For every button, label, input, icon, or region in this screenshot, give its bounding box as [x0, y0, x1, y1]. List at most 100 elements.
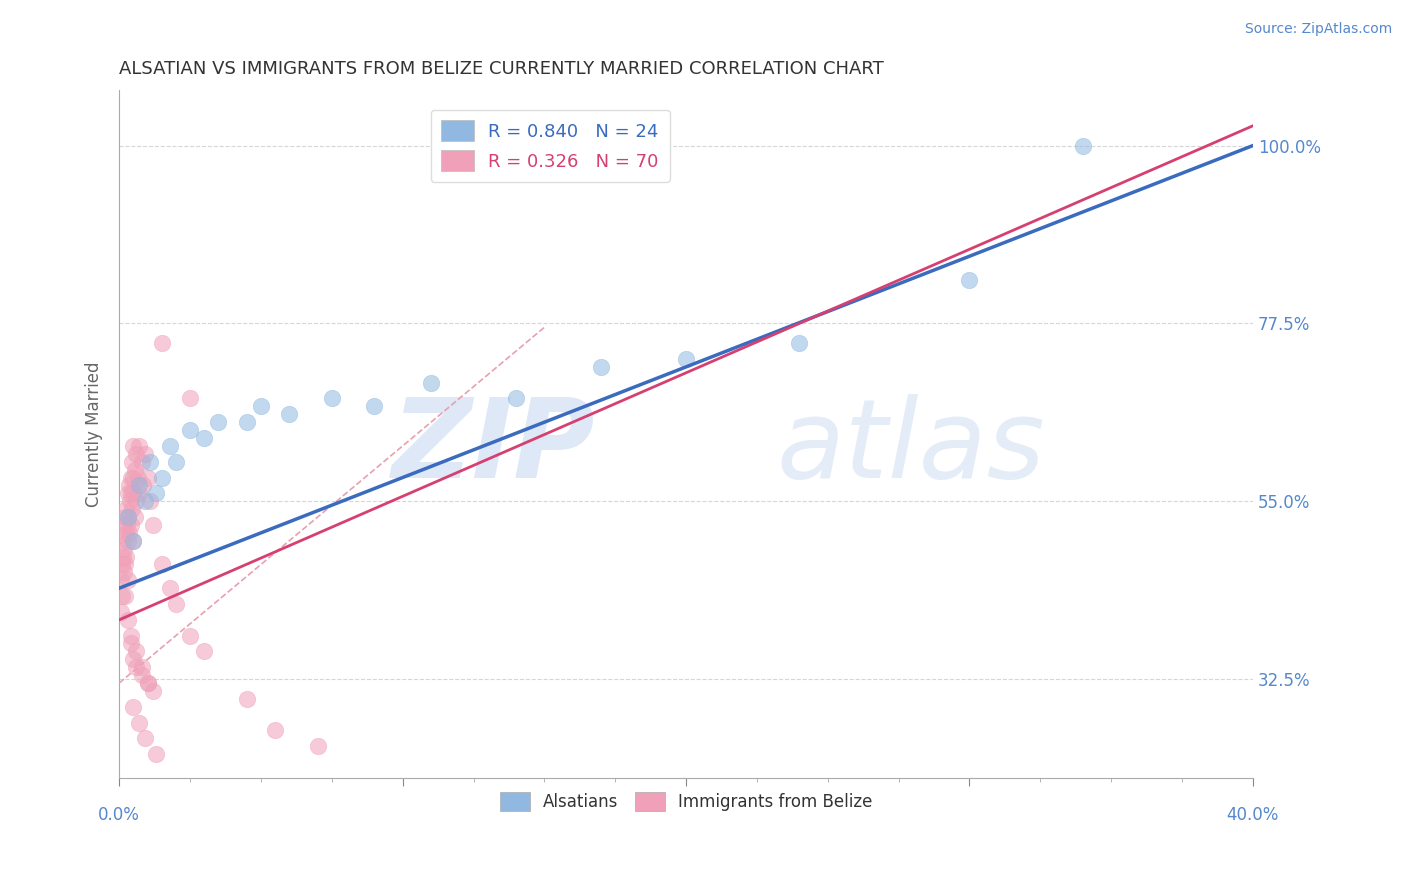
Point	[128, 478, 150, 492]
Point	[179, 392, 201, 406]
Text: Source: ZipAtlas.com: Source: ZipAtlas.com	[1244, 22, 1392, 37]
Point	[136, 676, 159, 690]
Point	[120, 636, 142, 650]
Point	[117, 510, 139, 524]
Point	[150, 470, 173, 484]
Point	[179, 423, 201, 437]
Point	[589, 359, 612, 374]
Point	[250, 400, 273, 414]
Point	[136, 470, 159, 484]
Point	[110, 605, 132, 619]
Point	[125, 660, 148, 674]
Point	[111, 549, 134, 564]
Point	[131, 455, 153, 469]
Point	[112, 541, 135, 556]
Point	[122, 652, 145, 666]
Point	[307, 739, 329, 754]
Point	[124, 462, 146, 476]
Point	[131, 660, 153, 674]
Text: 0.0%: 0.0%	[98, 805, 141, 823]
Point	[122, 699, 145, 714]
Point	[207, 415, 229, 429]
Text: ALSATIAN VS IMMIGRANTS FROM BELIZE CURRENTLY MARRIED CORRELATION CHART: ALSATIAN VS IMMIGRANTS FROM BELIZE CURRE…	[120, 60, 884, 78]
Text: ZIP: ZIP	[392, 394, 595, 501]
Point	[122, 439, 145, 453]
Point	[131, 668, 153, 682]
Point	[118, 494, 141, 508]
Point	[117, 613, 139, 627]
Y-axis label: Currently Married: Currently Married	[86, 361, 103, 507]
Point	[132, 478, 155, 492]
Point	[114, 558, 136, 572]
Point	[150, 336, 173, 351]
Point	[236, 691, 259, 706]
Point	[125, 447, 148, 461]
Point	[117, 574, 139, 588]
Point	[120, 629, 142, 643]
Point	[321, 392, 343, 406]
Point	[118, 478, 141, 492]
Point	[127, 470, 149, 484]
Point	[122, 470, 145, 484]
Point	[117, 510, 139, 524]
Point	[675, 351, 697, 366]
Point	[120, 518, 142, 533]
Point	[122, 533, 145, 548]
Point	[120, 486, 142, 500]
Point	[125, 644, 148, 658]
Point	[125, 494, 148, 508]
Point	[110, 574, 132, 588]
Point	[142, 684, 165, 698]
Point	[165, 597, 187, 611]
Point	[959, 273, 981, 287]
Point	[128, 715, 150, 730]
Point	[179, 629, 201, 643]
Point	[111, 589, 134, 603]
Point	[118, 525, 141, 540]
Point	[115, 518, 138, 533]
Point	[159, 439, 181, 453]
Point	[110, 558, 132, 572]
Point	[117, 533, 139, 548]
Point	[115, 549, 138, 564]
Point	[122, 486, 145, 500]
Point	[128, 439, 150, 453]
Point	[117, 486, 139, 500]
Point	[115, 502, 138, 516]
Point	[420, 376, 443, 390]
Point	[139, 494, 162, 508]
Point	[128, 486, 150, 500]
Point	[112, 566, 135, 580]
Point	[120, 470, 142, 484]
Point	[114, 589, 136, 603]
Point	[114, 525, 136, 540]
Text: atlas: atlas	[776, 394, 1046, 501]
Point	[193, 644, 215, 658]
Point	[1071, 138, 1094, 153]
Point	[121, 502, 143, 516]
Point	[264, 723, 287, 738]
Point	[134, 731, 156, 746]
Point	[505, 392, 527, 406]
Point	[121, 455, 143, 469]
Point	[134, 494, 156, 508]
Point	[114, 510, 136, 524]
Point	[278, 407, 301, 421]
Text: 40.0%: 40.0%	[1226, 805, 1279, 823]
Point	[139, 455, 162, 469]
Point	[145, 747, 167, 761]
Point	[111, 533, 134, 548]
Point	[193, 431, 215, 445]
Point	[112, 518, 135, 533]
Point	[159, 581, 181, 595]
Point	[363, 400, 385, 414]
Point	[134, 447, 156, 461]
Point	[124, 510, 146, 524]
Point	[145, 486, 167, 500]
Legend: Alsatians, Immigrants from Belize: Alsatians, Immigrants from Belize	[494, 785, 879, 818]
Point	[150, 558, 173, 572]
Point	[165, 455, 187, 469]
Point	[142, 518, 165, 533]
Point	[789, 336, 811, 351]
Point	[136, 676, 159, 690]
